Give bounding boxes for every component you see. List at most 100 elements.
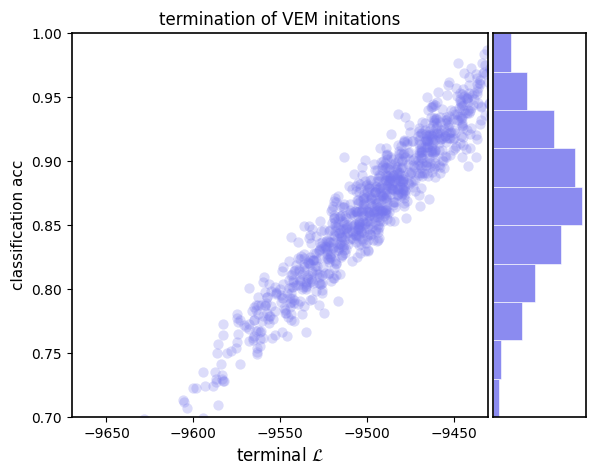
Point (396, 177, 406, 185)
Point (356, 228, 366, 235)
Point (307, 269, 317, 277)
Point (399, 138, 409, 146)
Point (367, 193, 376, 201)
Point (449, 134, 459, 142)
Point (325, 238, 334, 246)
Point (256, 301, 266, 309)
Point (466, 144, 475, 152)
Point (379, 194, 389, 202)
Point (219, 378, 228, 385)
Point (379, 191, 388, 199)
Point (301, 282, 310, 290)
Point (286, 294, 295, 302)
Point (395, 168, 404, 175)
Point (232, 310, 242, 318)
Point (416, 170, 425, 177)
Point (369, 214, 379, 222)
Point (392, 185, 401, 193)
Point (342, 221, 352, 229)
Point (402, 198, 412, 205)
Point (382, 198, 392, 205)
Point (459, 106, 468, 114)
Point (476, 116, 486, 124)
Point (389, 198, 399, 206)
Point (139, 415, 148, 423)
Point (503, 46, 512, 54)
Point (349, 170, 359, 178)
Point (371, 228, 380, 235)
Point (339, 201, 349, 208)
Point (270, 283, 280, 291)
Point (421, 135, 431, 142)
Bar (493, 225, 562, 264)
Point (358, 212, 368, 220)
Point (373, 198, 383, 206)
Point (366, 176, 376, 184)
Point (414, 156, 423, 164)
Point (293, 255, 303, 262)
Point (283, 313, 293, 320)
Point (441, 133, 450, 140)
Point (381, 164, 390, 172)
Point (499, 41, 508, 48)
Point (417, 118, 427, 126)
Point (366, 196, 376, 203)
Point (431, 118, 441, 126)
Point (461, 145, 471, 153)
Point (366, 207, 376, 214)
Point (334, 229, 344, 237)
Point (457, 112, 466, 119)
Point (444, 118, 453, 126)
Point (245, 320, 254, 328)
Point (358, 237, 368, 245)
Point (280, 306, 290, 313)
Point (432, 130, 442, 137)
Point (427, 141, 437, 148)
Point (452, 109, 462, 117)
Point (355, 222, 365, 230)
Point (417, 147, 427, 155)
Point (351, 232, 361, 239)
Point (490, 110, 500, 118)
Point (513, 24, 523, 31)
Point (341, 232, 350, 240)
Point (480, 51, 489, 58)
Point (503, 44, 512, 51)
Point (316, 242, 325, 250)
Point (393, 185, 402, 192)
Point (364, 218, 374, 225)
Point (357, 206, 367, 213)
Point (249, 316, 258, 323)
Point (329, 244, 338, 251)
Point (501, 52, 511, 59)
Bar (493, 33, 511, 72)
Point (341, 246, 351, 253)
Point (178, 396, 188, 403)
Point (390, 198, 399, 206)
Point (319, 264, 328, 271)
Point (340, 203, 349, 210)
Point (486, 83, 496, 91)
Point (520, 76, 530, 83)
Point (353, 179, 362, 187)
Point (239, 321, 249, 329)
Point (445, 128, 454, 136)
Point (382, 205, 391, 213)
Point (377, 163, 387, 170)
Point (357, 163, 367, 171)
Point (505, 55, 514, 63)
Point (296, 252, 306, 259)
Point (487, 93, 497, 100)
Point (430, 154, 440, 161)
Point (359, 212, 369, 219)
Point (428, 135, 438, 143)
Point (299, 263, 309, 271)
Point (306, 239, 316, 247)
Point (410, 187, 420, 195)
Point (462, 94, 472, 101)
Point (373, 174, 383, 182)
Point (541, 24, 551, 32)
Point (381, 194, 390, 201)
Point (328, 238, 338, 246)
Point (392, 163, 401, 171)
